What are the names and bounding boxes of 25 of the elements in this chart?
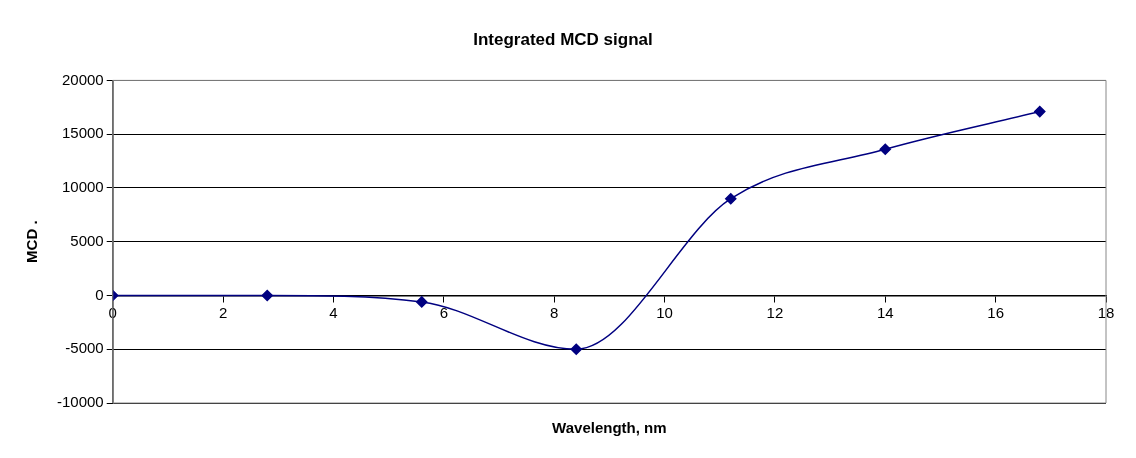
point bbox=[725, 192, 737, 205]
point bbox=[570, 343, 582, 355]
x-axis-title: Wavelength, nm bbox=[552, 418, 667, 436]
point bbox=[415, 296, 428, 308]
x-tick-label: 4 bbox=[329, 303, 338, 321]
y-tick-label: 10000 bbox=[61, 178, 104, 196]
x-tick-label: 12 bbox=[766, 303, 784, 321]
x-tick-label: 10 bbox=[656, 303, 673, 321]
y-tick-label: 5000 bbox=[70, 231, 104, 249]
y-tick-label: -5000 bbox=[65, 339, 104, 357]
x-tick-label: 2 bbox=[218, 303, 228, 321]
point bbox=[1034, 105, 1046, 118]
y-tick-label: 0 bbox=[95, 285, 104, 303]
y-tick-label: 20000 bbox=[61, 70, 104, 88]
x-tick-label: 6 bbox=[439, 303, 448, 321]
x-tick-label: 8 bbox=[550, 303, 559, 321]
chart-title: Integrated MCD signal bbox=[473, 29, 653, 49]
y-axis-title: MCD . bbox=[23, 220, 41, 263]
y-tick-label: 15000 bbox=[61, 124, 104, 142]
x-tick-label: 16 bbox=[987, 303, 1004, 321]
x-tick-label: 18 bbox=[1097, 303, 1115, 321]
x-tick-label: 14 bbox=[876, 303, 894, 321]
y-tick-label: -10000 bbox=[56, 393, 104, 411]
point bbox=[879, 143, 892, 155]
point bbox=[261, 289, 273, 302]
